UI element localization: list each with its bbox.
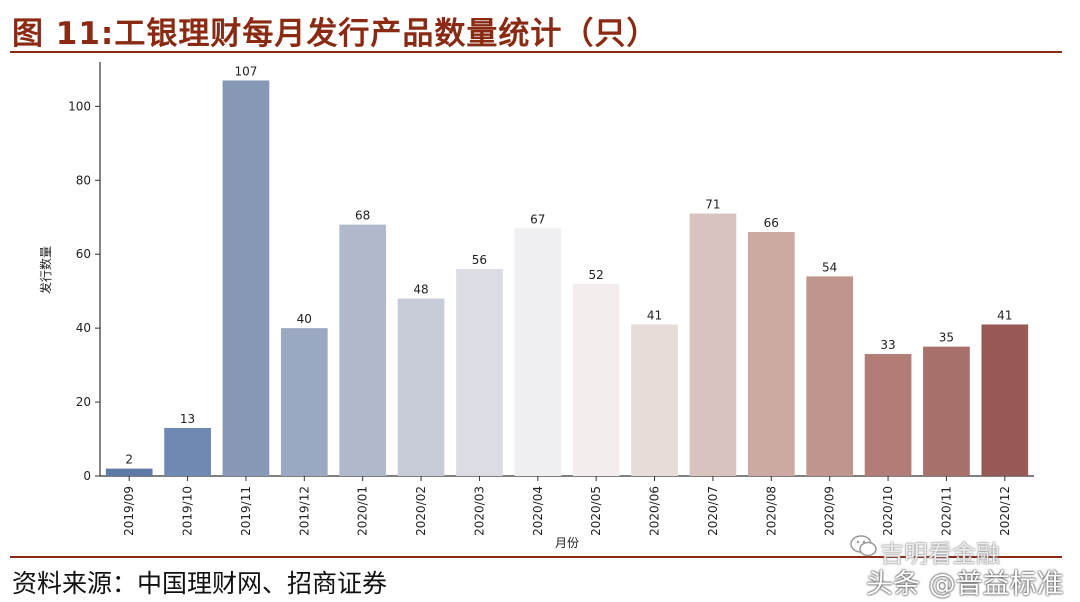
bar-value-label: 71 <box>705 198 720 212</box>
bar-value-label: 48 <box>413 283 428 297</box>
watermark-source: 头条 @普益标准 <box>866 569 1064 600</box>
x-tick-label: 2020/06 <box>648 486 662 536</box>
y-tick-label: 60 <box>76 247 91 261</box>
watermark-account: 吉明看金融 <box>880 540 1000 568</box>
bar <box>864 354 912 476</box>
x-tick-label: 2020/08 <box>764 486 778 536</box>
bar-value-label: 41 <box>997 308 1012 322</box>
bar-value-label: 68 <box>355 209 370 223</box>
bar-value-label: 35 <box>939 331 954 345</box>
bar-value-label: 56 <box>472 253 487 267</box>
x-tick-label: 2020/01 <box>356 486 370 536</box>
x-tick-label: 2019/09 <box>122 486 136 536</box>
x-tick-label: 2020/09 <box>823 486 837 536</box>
bar-value-label: 54 <box>822 260 837 274</box>
x-tick-label: 2020/12 <box>998 486 1012 536</box>
bar-value-label: 107 <box>234 64 257 78</box>
bar <box>981 324 1029 476</box>
x-tick-label: 2020/05 <box>589 486 603 536</box>
bar-value-label: 41 <box>647 308 662 322</box>
y-tick-label: 100 <box>68 99 91 113</box>
bar-value-label: 13 <box>180 412 195 426</box>
x-tick-label: 2020/02 <box>414 486 428 536</box>
wechat-icon <box>850 535 877 557</box>
bar <box>514 228 562 476</box>
bar <box>923 346 970 476</box>
bar <box>689 213 737 476</box>
x-tick-label: 2020/11 <box>939 486 953 536</box>
bar <box>164 427 211 476</box>
y-axis-title: 发行数量 <box>38 246 53 294</box>
bar <box>747 232 795 476</box>
chart-title: 图 11:工银理财每月发行产品数量统计（只） <box>12 16 659 52</box>
x-tick-label: 2019/10 <box>181 486 195 536</box>
bar-chart: 0 20 40 60 80 100 2 2019/09 13 2019/10 107 2019/11 4… <box>38 62 1034 550</box>
bar <box>105 468 153 476</box>
x-tick-label: 2020/03 <box>472 486 486 536</box>
bar <box>339 224 387 476</box>
y-tick-label: 0 <box>83 469 91 483</box>
bar-value-label: 52 <box>589 268 604 282</box>
bar <box>397 298 445 476</box>
footer-divider <box>10 556 1062 558</box>
bar <box>572 283 620 476</box>
bar-value-label: 66 <box>764 216 779 230</box>
y-tick-label: 20 <box>76 395 91 409</box>
x-tick-label: 2020/10 <box>881 486 895 536</box>
bar-value-label: 33 <box>880 338 895 352</box>
y-tick-label: 40 <box>76 321 91 335</box>
y-tick-label: 80 <box>76 173 91 187</box>
bar <box>631 324 678 476</box>
x-tick-label: 2019/12 <box>297 486 311 536</box>
x-tick-label: 2020/07 <box>706 486 720 536</box>
bar-value-label: 2 <box>125 453 133 467</box>
bar-value-label: 40 <box>297 312 312 326</box>
bar <box>222 80 270 476</box>
bar <box>280 328 328 476</box>
bar <box>806 276 854 476</box>
source-note: 资料来源：中国理财网、招商证券 <box>12 569 388 598</box>
bar <box>456 269 503 476</box>
x-axis-title: 月份 <box>555 536 579 550</box>
title-divider <box>10 51 1062 53</box>
x-tick-label: 2020/04 <box>531 486 545 536</box>
bar-value-label: 67 <box>530 212 545 226</box>
x-tick-label: 2019/11 <box>239 486 253 536</box>
